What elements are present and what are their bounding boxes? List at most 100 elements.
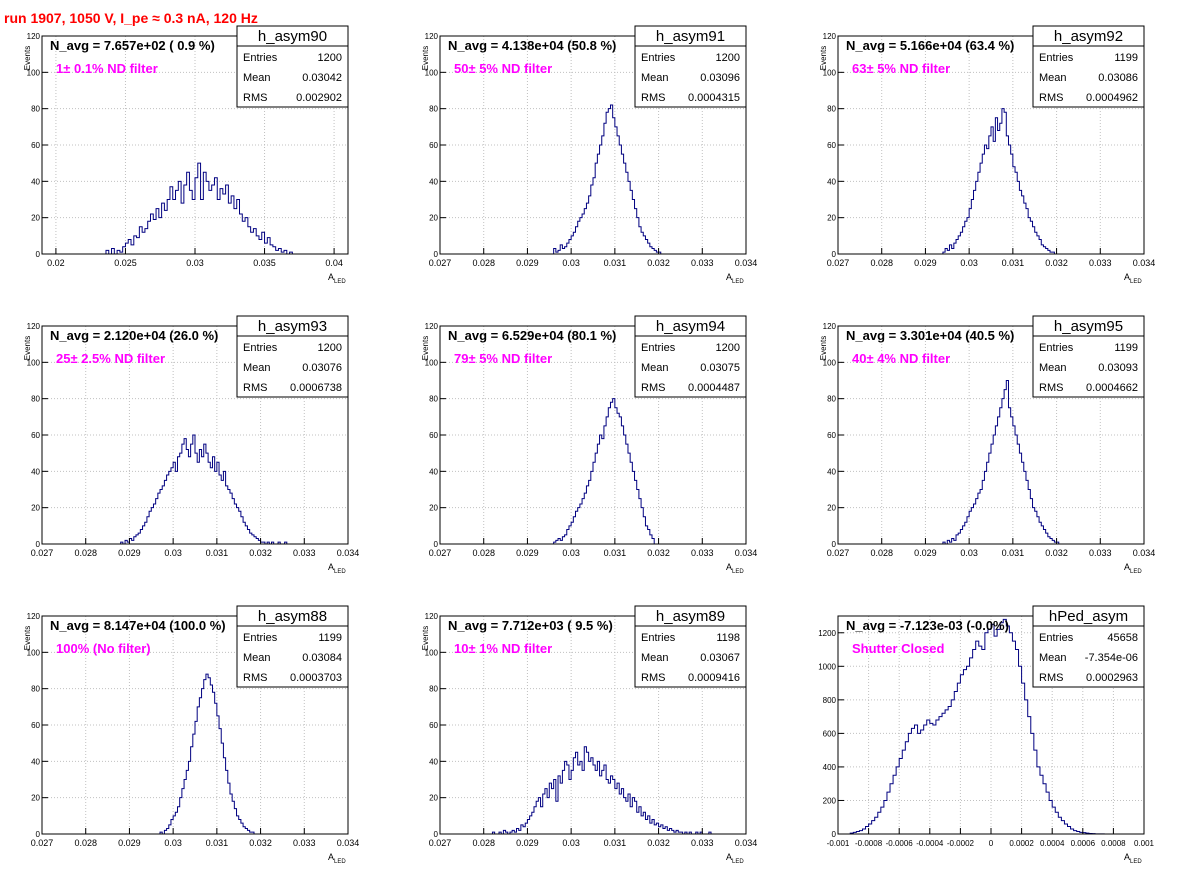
x-tick-label: 0.027 bbox=[31, 838, 54, 848]
histogram-bin bbox=[117, 250, 120, 254]
x-tick-label: -0.0006 bbox=[886, 839, 914, 848]
histogram-bin bbox=[645, 819, 647, 834]
y-tick-label: 100 bbox=[27, 648, 41, 657]
histogram-bin bbox=[153, 219, 156, 254]
histogram-bin bbox=[171, 468, 173, 544]
histogram-bin bbox=[250, 533, 252, 544]
histogram-bin bbox=[215, 703, 217, 834]
x-tick-label: 0.03 bbox=[186, 258, 204, 268]
histogram-bin bbox=[1046, 533, 1048, 544]
histogram-bin bbox=[639, 807, 641, 834]
x-tick-label: 0.031 bbox=[206, 838, 229, 848]
x-axis-label-sub: LED bbox=[732, 279, 744, 285]
histogram-bin bbox=[890, 784, 893, 834]
histogram-bin bbox=[648, 816, 650, 834]
histogram-bin bbox=[881, 807, 884, 834]
stats-label: RMS bbox=[641, 672, 665, 684]
histogram-bin bbox=[106, 250, 109, 254]
histogram-bin bbox=[884, 800, 887, 834]
stats-label: Mean bbox=[641, 652, 669, 664]
x-tick-label: 0.033 bbox=[1089, 548, 1112, 558]
histogram-bin bbox=[1006, 136, 1008, 254]
stats-box bbox=[634, 315, 747, 398]
histogram-bin bbox=[595, 163, 597, 254]
x-axis-label-sub: LED bbox=[334, 859, 346, 865]
histogram-bin bbox=[595, 453, 597, 544]
y-tick-label: 120 bbox=[823, 322, 837, 331]
histogram-bin bbox=[541, 807, 543, 834]
histogram-bin bbox=[597, 761, 599, 834]
y-tick-label: 100 bbox=[425, 648, 439, 657]
stats-value: 0.03086 bbox=[1098, 72, 1138, 84]
y-tick-label: 20 bbox=[429, 504, 438, 513]
y-tick-label: 80 bbox=[31, 105, 40, 114]
stats-label: Mean bbox=[1039, 652, 1067, 664]
histogram-bin bbox=[169, 471, 171, 544]
histogram-bin bbox=[963, 227, 965, 254]
x-tick-label: 0.031 bbox=[206, 548, 229, 558]
histogram-bin bbox=[584, 747, 586, 834]
histogram-bin bbox=[221, 743, 223, 834]
y-tick-label: 0 bbox=[36, 540, 41, 549]
x-tick-label: 0.025 bbox=[114, 258, 137, 268]
x-tick-label: 0.03 bbox=[562, 548, 580, 558]
histogram-bin bbox=[1004, 112, 1006, 254]
histogram-bin bbox=[256, 539, 258, 544]
x-axis-label: ALED bbox=[328, 852, 346, 865]
histogram-bin bbox=[175, 812, 177, 834]
y-tick-label: 1000 bbox=[818, 662, 836, 671]
histogram-bin bbox=[206, 181, 209, 254]
histogram-bin bbox=[1043, 529, 1045, 544]
histogram-bin bbox=[139, 227, 142, 254]
x-axis-label-sub: LED bbox=[334, 569, 346, 575]
histogram-bin bbox=[221, 480, 223, 544]
histogram-bin bbox=[586, 752, 588, 834]
y-tick-label: 20 bbox=[429, 214, 438, 223]
histogram-bin bbox=[178, 181, 181, 254]
y-tick-label: 40 bbox=[429, 177, 438, 186]
histogram-bin bbox=[670, 829, 672, 834]
histogram-bin bbox=[982, 650, 985, 834]
y-tick-label: 40 bbox=[827, 467, 836, 476]
histogram-bin bbox=[534, 807, 536, 834]
histogram-bin bbox=[178, 457, 180, 544]
histogram-bin bbox=[589, 480, 591, 544]
histogram-bin bbox=[245, 218, 248, 254]
histogram-bin bbox=[621, 789, 623, 834]
histogram-name: h_asym88 bbox=[258, 608, 327, 625]
histogram-bin bbox=[1050, 539, 1052, 544]
histogram-bin bbox=[128, 239, 131, 254]
x-tick-label: 0.032 bbox=[647, 258, 670, 268]
histogram-bin bbox=[167, 829, 169, 834]
x-tick-label: 0.029 bbox=[118, 548, 141, 558]
stats-value: 0.0004315 bbox=[688, 92, 740, 104]
histogram-bin bbox=[191, 747, 193, 834]
y-tick-label: 120 bbox=[425, 32, 439, 41]
histogram-bin bbox=[219, 729, 221, 834]
x-axis-label: ALED bbox=[328, 562, 346, 575]
histogram-bin bbox=[617, 136, 619, 254]
header-navg: N_avg = 7.712e+03 ( 9.5 %) bbox=[448, 618, 613, 633]
histogram-bin bbox=[284, 250, 287, 254]
stats-label: Entries bbox=[641, 632, 676, 644]
histogram-bin bbox=[243, 827, 245, 834]
histogram-bin bbox=[1058, 817, 1061, 834]
x-tick-label: 0.032 bbox=[1045, 258, 1068, 268]
y-tick-label: 20 bbox=[31, 504, 40, 513]
y-tick-label: 60 bbox=[429, 141, 438, 150]
run-title: run 1907, 1050 V, I_pe ≈ 0.3 nA, 120 Hz bbox=[4, 10, 258, 26]
histogram-bin bbox=[947, 540, 949, 544]
histogram-bin bbox=[586, 203, 588, 254]
x-tick-label: -0.001 bbox=[827, 839, 850, 848]
y-tick-label: 60 bbox=[429, 431, 438, 440]
histogram-bin bbox=[982, 154, 984, 254]
stats-value: 45658 bbox=[1107, 632, 1138, 644]
histogram-bin bbox=[1022, 196, 1024, 254]
histogram-bin bbox=[643, 517, 645, 544]
histogram-name: h_asym95 bbox=[1054, 318, 1123, 335]
x-axis-label: ALED bbox=[328, 272, 346, 285]
histogram-bin bbox=[939, 717, 942, 834]
histogram-bin bbox=[969, 209, 971, 254]
histogram-bin bbox=[976, 641, 979, 834]
histogram-bin bbox=[630, 462, 632, 544]
